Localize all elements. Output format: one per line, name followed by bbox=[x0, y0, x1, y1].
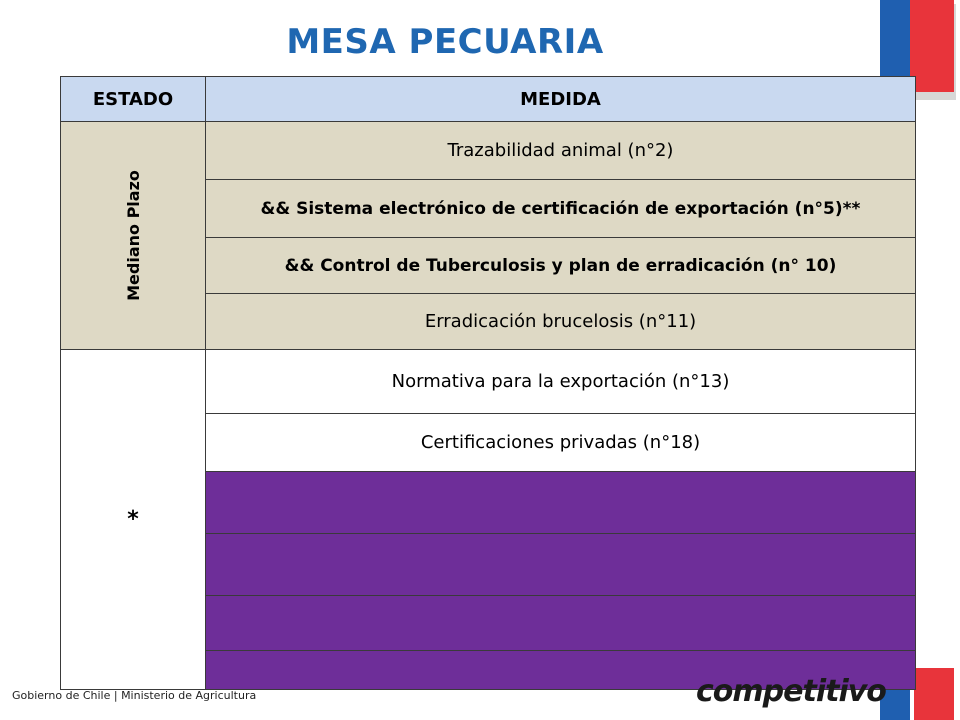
header-medida: MEDIDA bbox=[205, 76, 916, 122]
table-row-purple bbox=[61, 533, 916, 596]
medida-cell: Erradicación brucelosis (n°11) bbox=[205, 293, 916, 350]
medida-cell: Trazabilidad animal (n°2) bbox=[205, 121, 916, 180]
medida-cell-purple bbox=[205, 533, 916, 596]
medida-cell: && Control de Tuberculosis y plan de err… bbox=[205, 237, 916, 294]
estado-label-mediano-plazo: Mediano Plazo bbox=[123, 170, 143, 301]
medida-text: && Control de Tuberculosis y plan de err… bbox=[284, 255, 837, 276]
medida-text: Certificaciones privadas (n°18) bbox=[420, 432, 701, 453]
table-row-purple bbox=[61, 471, 916, 534]
estado-mediano-plazo-cell: Mediano Plazo bbox=[60, 121, 206, 350]
medida-cell: Certificaciones privadas (n°18) bbox=[205, 413, 916, 472]
header-estado: ESTADO bbox=[60, 76, 206, 122]
flag-decoration-top bbox=[880, 0, 960, 100]
table-row: && Control de Tuberculosis y plan de err… bbox=[61, 237, 916, 294]
measures-table: ESTADO MEDIDA Mediano Plazo Trazabilidad… bbox=[60, 76, 916, 690]
estado-label-star: * bbox=[127, 507, 139, 532]
medida-text: Trazabilidad animal (n°2) bbox=[447, 140, 674, 161]
medida-text: Normativa para la exportación (n°13) bbox=[391, 371, 730, 392]
table-row: Erradicación brucelosis (n°11) bbox=[61, 293, 916, 350]
table-row-purple bbox=[61, 650, 916, 690]
medida-cell: Normativa para la exportación (n°13) bbox=[205, 349, 916, 414]
medida-text: && Sistema electrónico de certificación … bbox=[260, 198, 861, 219]
page-title: MESA PECUARIA bbox=[286, 22, 604, 62]
medida-cell: && Sistema electrónico de certificación … bbox=[205, 179, 916, 238]
table-header-row: ESTADO MEDIDA bbox=[60, 76, 916, 122]
table-row: Mediano Plazo Trazabilidad animal (n°2) bbox=[60, 121, 916, 350]
medida-text: Erradicación brucelosis (n°11) bbox=[424, 311, 697, 332]
table-row: Certificaciones privadas (n°18) bbox=[61, 413, 916, 472]
table-row-purple bbox=[61, 595, 916, 651]
medida-cell-purple bbox=[205, 595, 916, 651]
estado-star-cell: * bbox=[60, 349, 206, 690]
table-row: * Normativa para la exportación (n°13) bbox=[60, 349, 916, 690]
medida-cell-purple bbox=[205, 650, 916, 690]
footer-text: Gobierno de Chile | Ministerio de Agricu… bbox=[12, 689, 257, 702]
competitivo-logo: competitivo bbox=[696, 674, 887, 709]
medida-cell-purple bbox=[205, 471, 916, 534]
